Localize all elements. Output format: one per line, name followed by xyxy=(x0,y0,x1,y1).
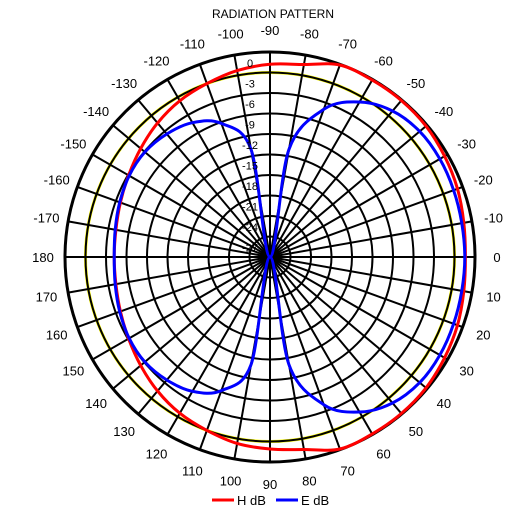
grid-spoke xyxy=(112,256,271,390)
angle-tick-label: -100 xyxy=(218,26,244,41)
radial-tick-label: -21 xyxy=(242,202,258,214)
radial-tick-label: -27 xyxy=(242,243,258,255)
radial-tick-label: 0 xyxy=(247,58,253,70)
legend-label-h-db: H dB xyxy=(237,493,266,508)
angle-tick-label: -170 xyxy=(33,211,59,226)
angle-tick-label: 10 xyxy=(486,289,500,304)
radial-tick-label: -18 xyxy=(242,181,258,193)
angle-tick-label: 100 xyxy=(220,474,242,489)
angle-tick-label: 30 xyxy=(459,364,473,379)
grid-spoke xyxy=(166,256,271,436)
angle-tick-label: -50 xyxy=(407,76,426,91)
grid-spoke xyxy=(137,99,271,258)
grid-spoke xyxy=(137,256,271,415)
legend-label-e-db: E dB xyxy=(301,493,329,508)
grid-spoke xyxy=(269,78,374,258)
angle-tick-label: -130 xyxy=(111,76,137,91)
grid-spoke xyxy=(198,256,271,450)
angle-tick-label: -150 xyxy=(60,137,86,152)
angle-tick-label: -40 xyxy=(434,104,453,119)
angle-tick-label: -60 xyxy=(374,53,393,68)
grid-spoke xyxy=(269,220,473,258)
grid-spoke xyxy=(166,78,271,258)
angle-tick-label: 110 xyxy=(182,463,203,478)
series-e-db-line xyxy=(112,100,467,414)
radial-tick-label: -6 xyxy=(245,99,255,111)
radial-tick-label: -12 xyxy=(242,140,258,152)
chart-title: RADIATION PATTERN xyxy=(212,7,334,21)
angle-tick-label: -20 xyxy=(474,172,493,187)
grid-spoke xyxy=(67,256,271,294)
radial-tick-label: -9 xyxy=(245,120,255,132)
angle-tick-label: -90 xyxy=(261,23,280,38)
angle-tick-label: 70 xyxy=(340,463,354,478)
grid-spoke xyxy=(269,256,473,294)
angle-tick-label: 140 xyxy=(85,396,107,411)
radial-tick-label: -3 xyxy=(245,79,255,91)
legend: H dB E dB xyxy=(212,493,329,508)
angle-tick-label: -30 xyxy=(457,137,476,152)
angle-tick-label: -110 xyxy=(180,37,205,52)
angle-tick-label: 50 xyxy=(409,424,423,439)
grid-spoke xyxy=(269,185,463,258)
series-group xyxy=(112,62,467,452)
grid-spoke xyxy=(91,256,271,361)
angle-tick-label: 180 xyxy=(32,250,54,265)
angle-tick-label: 150 xyxy=(63,364,85,379)
grid-spoke xyxy=(112,124,271,258)
grid-spoke xyxy=(269,153,449,258)
radial-tick-label: -15 xyxy=(242,161,258,173)
grid-spoke xyxy=(269,256,342,450)
grid-spoke xyxy=(269,64,342,258)
radial-tick-labels: 0 -3 -6 -9 -12 -15 -18 -21 -24 -27 xyxy=(242,58,258,255)
grid-spoke xyxy=(269,256,403,415)
angle-tick-label: 20 xyxy=(476,328,490,343)
grid-spoke xyxy=(77,185,271,258)
grid-spoke xyxy=(269,256,374,436)
radial-tick-label: -24 xyxy=(242,222,258,234)
angle-tick-label: 170 xyxy=(36,289,58,304)
grid-spoke xyxy=(198,64,271,258)
angle-tick-label: -70 xyxy=(338,37,357,52)
grid-spoke xyxy=(269,256,428,390)
grid-spoke xyxy=(269,256,449,361)
angle-tick-label: -140 xyxy=(83,104,109,119)
grid-spoke xyxy=(77,256,271,329)
angle-tick-label: -10 xyxy=(484,211,503,226)
angle-tick-label: 130 xyxy=(113,424,135,439)
grid-spoke xyxy=(91,153,271,258)
angle-tick-label: -80 xyxy=(300,26,319,41)
angle-tick-label: -120 xyxy=(143,53,169,68)
angle-tick-label: 40 xyxy=(437,396,451,411)
angle-tick-labels: 0 10 20 30 40 50 60 70 80 90 100 110 120 130 140 150 160… xyxy=(32,23,503,492)
angle-tick-label: 120 xyxy=(146,447,168,462)
grid-spoke xyxy=(269,256,463,329)
angle-tick-label: -160 xyxy=(44,172,70,187)
angle-tick-label: 80 xyxy=(302,474,316,489)
angle-tick-label: 160 xyxy=(46,328,68,343)
grid-spoke xyxy=(269,124,428,258)
angle-tick-label: 0 xyxy=(493,250,500,265)
angle-tick-label: 90 xyxy=(263,477,277,492)
grid-spoke xyxy=(269,99,403,258)
grid-spoke xyxy=(67,220,271,258)
angle-tick-label: 60 xyxy=(376,447,390,462)
